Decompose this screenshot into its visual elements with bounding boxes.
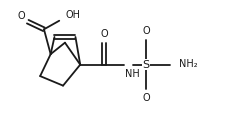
Text: OH: OH xyxy=(66,10,81,20)
Text: NH₂: NH₂ xyxy=(178,59,197,69)
Text: O: O xyxy=(17,11,25,21)
Text: O: O xyxy=(142,26,150,36)
Text: NH: NH xyxy=(125,69,140,79)
Text: O: O xyxy=(100,29,108,39)
Text: S: S xyxy=(143,60,150,70)
Text: O: O xyxy=(142,93,150,103)
